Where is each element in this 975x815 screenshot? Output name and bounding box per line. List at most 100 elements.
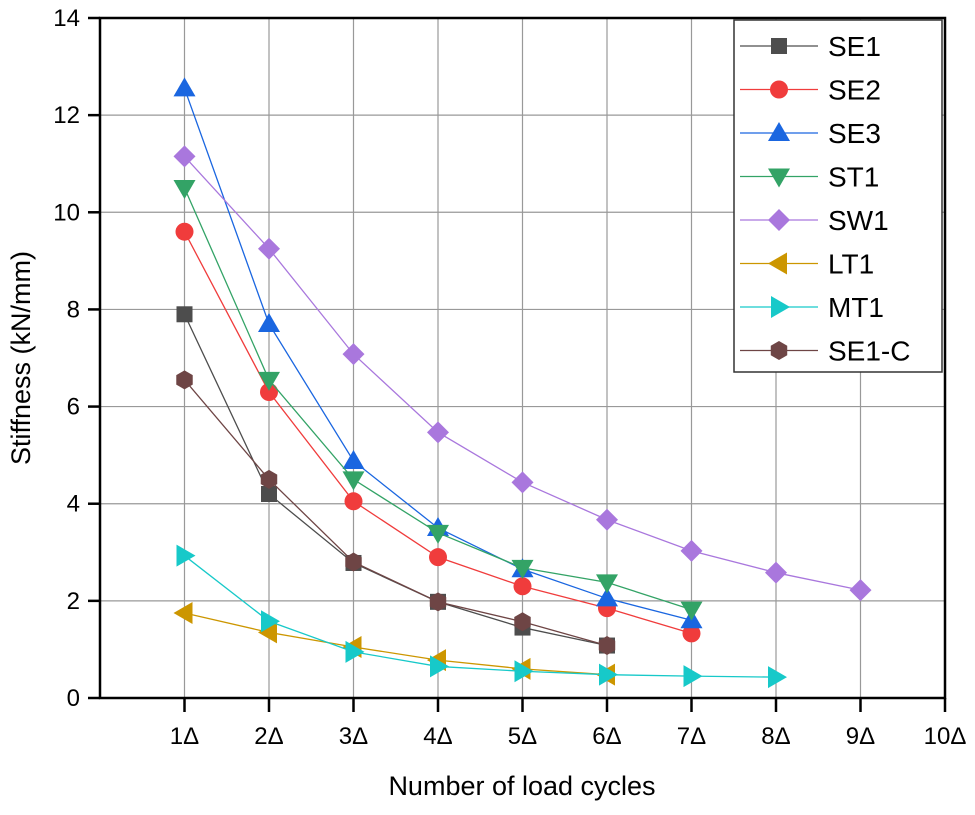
legend-box (733, 19, 943, 373)
legend-marker (770, 80, 788, 99)
data-point (176, 370, 193, 390)
legend-label: ST1 (828, 162, 879, 193)
data-point (768, 666, 787, 689)
legend-label: LT1 (828, 249, 874, 280)
legend-item: LT1 (740, 249, 874, 280)
y-tick-label: 4 (67, 491, 80, 518)
data-point (260, 469, 278, 489)
x-tick-label: 4Δ (423, 723, 452, 750)
y-tick-label: 12 (53, 102, 80, 129)
data-point (429, 548, 447, 567)
data-point (430, 655, 449, 678)
legend-label: SE1-C (828, 336, 910, 367)
data-point (261, 610, 280, 633)
legend-item: SE1 (740, 31, 881, 62)
data-point (176, 544, 196, 567)
data-point (514, 660, 534, 683)
series-sw1 (173, 145, 872, 602)
data-point (344, 492, 363, 511)
data-point (261, 486, 277, 502)
legend-item: SW1 (740, 205, 889, 236)
series-line (183, 314, 608, 647)
x-axis-label: Number of load cycles (388, 771, 655, 801)
data-point (342, 471, 365, 491)
x-tick-label: 10Δ (924, 723, 967, 750)
data-point (599, 663, 618, 686)
data-point (849, 579, 872, 602)
legend-item: ST1 (740, 162, 879, 193)
series-line (184, 555, 777, 678)
y-tick-label: 2 (67, 588, 80, 615)
legend-label: SW1 (828, 205, 889, 236)
x-tick-label: 2Δ (254, 723, 283, 750)
data-point (596, 587, 618, 607)
data-point (176, 306, 193, 323)
y-axis-label: Stiffness (kN/mm) (6, 251, 36, 465)
series-mt1 (176, 544, 787, 689)
legend-item: SE3 (740, 118, 881, 149)
data-point (596, 574, 618, 594)
legend-marker (770, 341, 788, 360)
x-tick-label: 6Δ (592, 723, 621, 750)
series-se2 (175, 222, 701, 643)
data-point (175, 222, 194, 241)
x-tick-label: 9Δ (846, 723, 875, 750)
legend-marker (768, 168, 790, 188)
y-tick-label: 6 (67, 394, 80, 421)
legend-marker (771, 296, 790, 318)
legend-marker (768, 122, 790, 141)
data-point (682, 624, 701, 643)
legend: SE1 SE2 SE3 ST1 SW1 LT1 MT1 SE1-C (733, 19, 943, 373)
data-point (427, 524, 449, 544)
legend-marker (771, 38, 787, 54)
legend-label: SE1 (828, 31, 881, 62)
y-tick-label: 8 (67, 296, 80, 323)
legend-item: SE1-C (740, 336, 910, 367)
data-point (513, 577, 532, 596)
series-se1-c (176, 370, 616, 656)
x-tick-label: 7Δ (677, 723, 706, 750)
x-tick-label: 1Δ (170, 723, 199, 750)
y-tick-label: 0 (67, 685, 80, 712)
data-point (680, 539, 703, 562)
legend-label: SE3 (828, 118, 881, 149)
data-point (511, 471, 534, 494)
y-tick-label: 10 (53, 199, 80, 226)
data-point (173, 180, 196, 199)
series-lt1 (173, 602, 615, 686)
y-tick-label: 14 (53, 5, 80, 32)
data-point (258, 621, 277, 644)
legend-label: SE2 (828, 75, 881, 106)
legend-label: MT1 (828, 292, 884, 323)
data-point (342, 343, 365, 366)
data-point (342, 449, 365, 469)
data-point (345, 552, 362, 572)
series-st1 (173, 180, 703, 621)
data-point (173, 77, 196, 97)
series-line (184, 379, 608, 647)
series-line (184, 612, 608, 676)
data-point (258, 371, 280, 391)
x-tick-label: 8Δ (761, 723, 790, 750)
data-point (596, 508, 618, 531)
data-point (345, 640, 365, 663)
data-point (511, 559, 534, 579)
data-point (260, 383, 278, 401)
data-point (173, 602, 193, 624)
x-tick-label: 5Δ (508, 723, 537, 750)
x-tick-label: 3Δ (339, 723, 368, 750)
series-group (173, 77, 872, 689)
legend-marker (768, 209, 790, 231)
data-point (598, 636, 616, 656)
data-point (427, 421, 449, 444)
data-point (683, 665, 703, 688)
data-point (173, 145, 196, 168)
data-point (680, 601, 703, 621)
legend-item: SE2 (740, 75, 881, 106)
data-point (765, 561, 787, 584)
data-point (258, 237, 280, 260)
legend-item: MT1 (740, 292, 884, 323)
data-point (514, 612, 531, 632)
data-point (429, 592, 447, 612)
